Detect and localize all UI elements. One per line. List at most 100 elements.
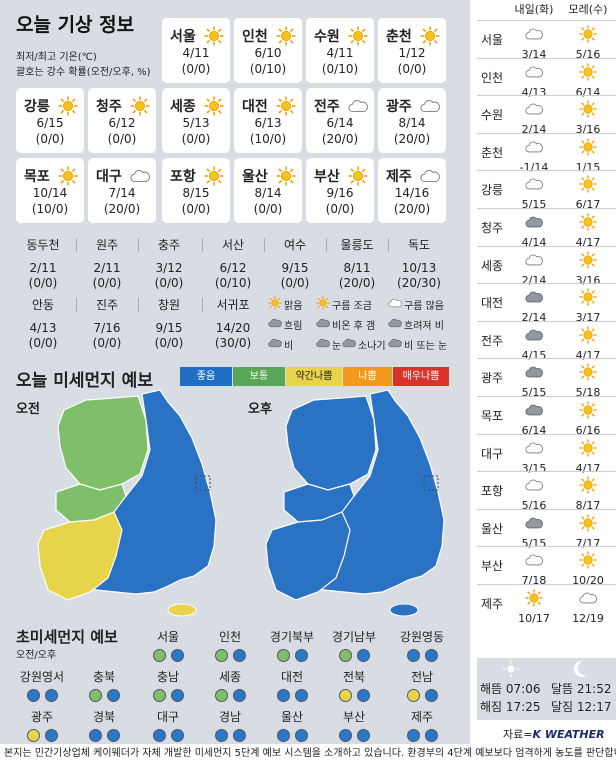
city-card: 인천 6/10 (0/10) xyxy=(234,18,302,83)
cloud-icon xyxy=(509,100,559,122)
city-card: 세종 5/13 (0/0) xyxy=(162,88,230,153)
city-rain: (0/0) xyxy=(397,62,427,76)
city-rain: (10/0) xyxy=(31,202,69,216)
city-card: 대구 7/14 (20/0) xyxy=(88,158,156,223)
shower-icon xyxy=(342,336,356,353)
city-name: 포항 xyxy=(170,169,196,185)
city-name: 인천 xyxy=(242,29,268,45)
sun-icon xyxy=(348,26,368,50)
city-name: 춘천 xyxy=(386,29,412,45)
region-name: 충북 xyxy=(92,670,116,684)
pm-dot xyxy=(232,649,246,662)
city-temp: 8/15 xyxy=(182,186,210,200)
cloud-icon xyxy=(509,401,559,423)
day2-cell: 6/16 xyxy=(563,401,613,437)
today-weather-panel: 오늘 기상 정보 최저/최고 기온(℃) 괄호는 강수 확률(오전/오후, %)… xyxy=(0,0,470,744)
legend-item: 눈 xyxy=(316,336,341,353)
small-city-temp: 4/13 xyxy=(29,321,57,335)
day1-cell: 5/15 xyxy=(509,363,559,399)
city-temp: 6/14 xyxy=(326,116,354,130)
sun-icon xyxy=(276,26,296,50)
am-dot xyxy=(276,689,290,702)
fine-dust-region: 전북 xyxy=(324,668,384,702)
sun-icon xyxy=(563,138,613,160)
am-dot xyxy=(406,729,420,742)
small-city: 동두천 2/11 (0/0) xyxy=(12,232,74,290)
forecast-city: 대구 xyxy=(480,446,504,461)
sun-icon xyxy=(204,26,224,50)
am-dot xyxy=(338,689,352,702)
cloud-icon xyxy=(509,288,559,310)
city-temp: 14/16 xyxy=(394,186,430,200)
fine-dust-title: 초미세먼지 예보 xyxy=(16,628,118,646)
footer-note: 본지는 민간기상업체 케이웨더가 자체 개발한 미세먼지 5단계 예보 시스템을… xyxy=(4,748,616,759)
moonset: 달짐 12:17 xyxy=(551,700,612,714)
moonrise: 달뜸 21:52 xyxy=(551,682,612,696)
day2-cell: 4/17 xyxy=(563,326,613,362)
am-dot xyxy=(406,689,420,702)
fine-dust-region: 대구 xyxy=(138,708,198,742)
city-temp: 5/13 xyxy=(182,116,210,130)
small-city-temp: 9/15 xyxy=(281,261,309,275)
city-card: 제주 14/16 (20/0) xyxy=(378,158,446,223)
forecast-city: 제주 xyxy=(480,597,504,611)
day1-cell: 2/14 xyxy=(509,251,559,287)
forecast-row: 광주 5/15 5/18 xyxy=(477,358,616,399)
region-dots xyxy=(200,649,260,662)
source-credit: 자료=K WEATHER xyxy=(503,726,605,742)
forecast-city: 서울 xyxy=(480,33,504,47)
day1-cell: 5/16 xyxy=(509,476,559,512)
region-dots xyxy=(324,649,384,662)
city-rain: (0/0) xyxy=(107,132,137,146)
sun-icon xyxy=(563,363,613,385)
pm-dot xyxy=(106,729,120,742)
fine-dust-region: 제주 xyxy=(392,708,452,742)
city-temp: 8/14 xyxy=(398,116,426,130)
city-rain: (0/0) xyxy=(325,202,355,216)
note-rain: 괄호는 강수 확률(오전/오후, %) xyxy=(16,67,151,78)
forecast-row: 대구 3/15 4/17 xyxy=(477,433,616,475)
dust-level-0: 좋음 xyxy=(180,367,232,386)
snow-icon xyxy=(316,336,330,353)
day2-cell: 1/15 xyxy=(563,138,613,174)
day2-cell: 3/16 xyxy=(563,100,613,136)
moon-icon xyxy=(573,660,587,677)
sun-icon xyxy=(563,514,613,536)
small-city-name: 안동 xyxy=(31,298,55,312)
legend-item: 맑음 xyxy=(268,296,302,313)
city-name: 세종 xyxy=(170,99,196,115)
small-city-rain: (0/0) xyxy=(92,276,122,290)
fine-dust-region: 전남 xyxy=(392,668,452,702)
region-name: 전남 xyxy=(410,670,434,684)
region-name: 경북 xyxy=(92,710,116,724)
forecast-city: 울산 xyxy=(480,521,504,536)
forecast-row: 서울 3/14 5/16 xyxy=(477,20,616,61)
day2-cell: 6/14 xyxy=(563,63,613,99)
region-dots xyxy=(12,689,72,702)
city-name: 수원 xyxy=(314,29,340,45)
small-city: 충주 3/12 (0/0) xyxy=(138,232,200,290)
region-dots xyxy=(262,729,322,742)
cloud-icon xyxy=(420,96,440,120)
city-name: 서울 xyxy=(170,29,196,45)
city-temp: 10/14 xyxy=(32,186,68,200)
small-city-temp: 3/12 xyxy=(155,261,183,275)
cloud-icon xyxy=(509,251,559,273)
pm-dot xyxy=(356,729,370,742)
region-dots xyxy=(12,729,72,742)
dust-level-2: 약간나쁨 xyxy=(286,367,342,386)
separator xyxy=(138,298,139,312)
city-rain: (20/0) xyxy=(321,132,359,146)
am-dot xyxy=(26,689,40,702)
dust-level-3: 나쁨 xyxy=(343,367,392,386)
forecast-row: 춘천 -1/14 1/15 xyxy=(477,132,616,174)
pm-dot xyxy=(294,729,308,742)
city-name: 강릉 xyxy=(24,99,50,115)
region-dots xyxy=(200,689,260,702)
forecast-row: 인천 4/13 6/14 xyxy=(477,57,616,99)
small-city: 진주 7/16 (0/0) xyxy=(76,292,138,350)
day1-cell: 3/14 xyxy=(509,25,559,61)
small-city-name: 충주 xyxy=(157,238,181,252)
sun-icon xyxy=(563,476,613,498)
legend-item: 비온 후 갬 xyxy=(316,316,375,333)
